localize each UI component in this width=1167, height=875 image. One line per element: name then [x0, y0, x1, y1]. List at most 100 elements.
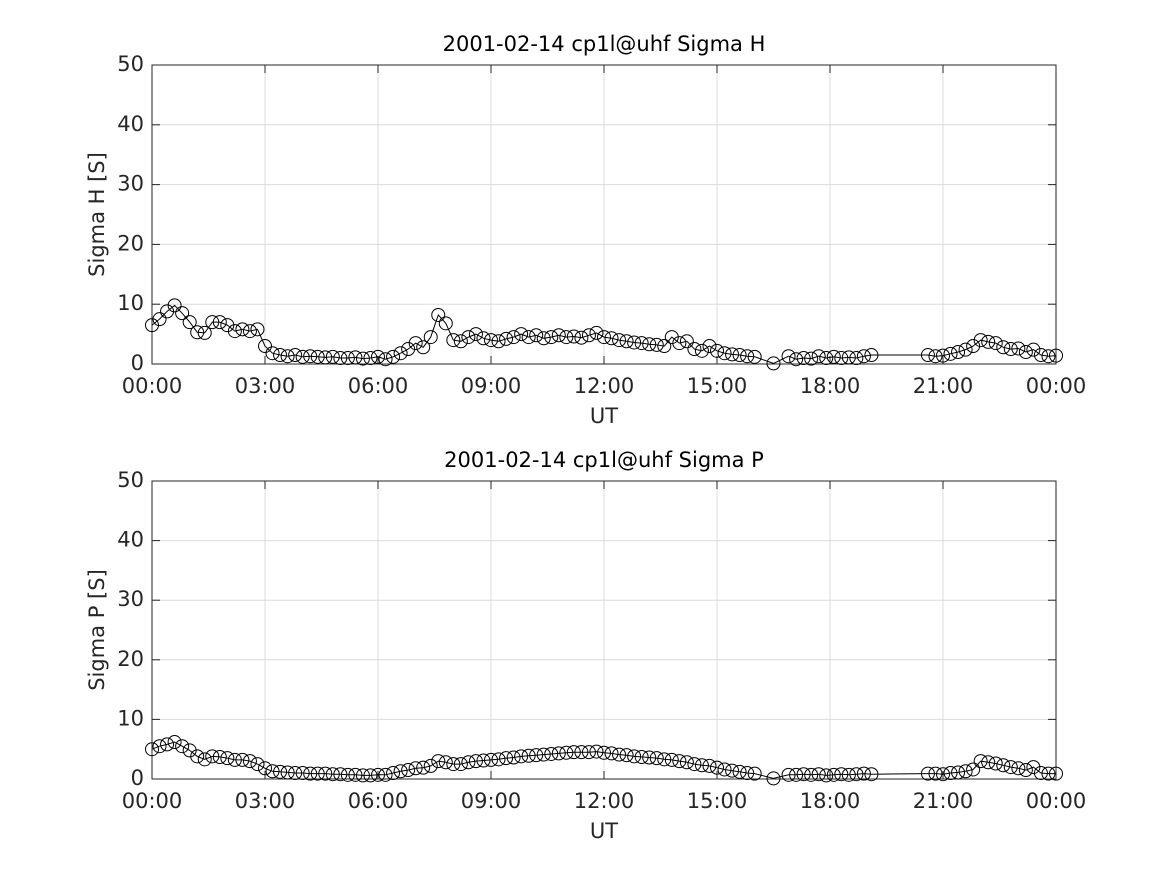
data-marker	[303, 766, 318, 781]
data-marker	[152, 739, 167, 754]
data-marker	[732, 348, 747, 363]
data-marker	[634, 749, 649, 764]
data-marker	[551, 328, 566, 343]
data-marker	[461, 330, 476, 345]
data-marker	[702, 758, 717, 773]
data-marker	[288, 766, 303, 781]
data-marker	[943, 346, 958, 361]
data-marker	[258, 761, 272, 776]
y-tick-label: 30	[117, 587, 144, 611]
data-marker	[265, 346, 280, 361]
data-marker	[864, 348, 879, 363]
data-marker	[781, 349, 796, 364]
data-marker	[348, 767, 363, 782]
data-marker	[649, 337, 664, 352]
data-marker	[581, 328, 596, 343]
data-marker	[936, 767, 950, 782]
data-marker	[747, 766, 762, 781]
data-marker	[834, 767, 849, 782]
x-axis-label: UT	[590, 404, 618, 428]
data-marker	[973, 754, 988, 769]
x-tick-label: 06:00	[348, 374, 409, 398]
data-marker	[446, 333, 461, 348]
data-marker	[401, 763, 416, 778]
data-marker	[250, 322, 265, 337]
data-marker	[717, 346, 732, 361]
data-marker	[619, 748, 634, 763]
data-marker	[619, 334, 634, 349]
data-marker	[160, 737, 175, 752]
data-marker	[958, 342, 973, 357]
data-marker	[340, 351, 355, 366]
data-marker	[694, 343, 709, 358]
data-marker	[574, 330, 589, 345]
data-marker	[1033, 766, 1048, 781]
data-marker	[1003, 342, 1018, 357]
data-marker	[928, 349, 943, 364]
data-marker	[826, 349, 841, 364]
data-marker	[566, 329, 581, 344]
x-tick-label: 03:00	[235, 374, 296, 398]
x-tick-label: 21:00	[913, 374, 974, 398]
data-marker	[943, 766, 958, 781]
data-marker	[740, 349, 755, 364]
x-tick-label: 03:00	[235, 789, 296, 813]
axes-frame	[151, 480, 1057, 780]
data-marker	[348, 350, 363, 365]
data-marker	[325, 767, 340, 782]
data-marker	[766, 356, 781, 371]
data-marker	[766, 771, 781, 786]
data-marker	[529, 328, 544, 343]
y-tick-label: 40	[117, 112, 144, 136]
data-marker	[242, 754, 257, 769]
data-marker	[355, 351, 370, 366]
data-marker	[672, 336, 687, 351]
data-marker	[856, 766, 871, 781]
data-marker	[811, 349, 826, 364]
data-marker	[581, 745, 596, 760]
data-marker	[819, 768, 834, 783]
data-marker	[1026, 342, 1041, 357]
data-marker	[642, 750, 657, 765]
data-marker	[544, 330, 559, 345]
data-marker	[438, 755, 453, 770]
data-marker	[702, 339, 717, 354]
data-marker	[796, 767, 811, 782]
data-marker	[416, 340, 431, 355]
data-marker	[295, 349, 310, 364]
data-marker	[657, 752, 672, 767]
data-marker	[996, 340, 1011, 355]
x-tick-label: 12:00	[574, 789, 635, 813]
data-marker	[355, 768, 370, 783]
data-marker	[386, 766, 401, 781]
data-marker	[687, 757, 702, 772]
data-marker	[981, 755, 996, 770]
data-marker	[212, 315, 227, 330]
data-marker	[612, 747, 627, 762]
data-marker	[996, 758, 1011, 773]
data-marker	[834, 351, 849, 366]
data-marker	[687, 342, 702, 357]
data-marker	[453, 757, 468, 772]
data-marker	[747, 349, 762, 364]
data-marker	[468, 327, 483, 342]
x-tick-label: 15:00	[687, 374, 748, 398]
data-marker	[920, 348, 935, 363]
data-marker	[544, 746, 559, 761]
data-marker	[318, 766, 333, 781]
data-marker	[521, 748, 536, 763]
data-marker	[811, 767, 826, 782]
data-marker	[220, 751, 235, 766]
y-axis-label: Sigma H [S]	[85, 152, 109, 277]
data-marker	[574, 745, 589, 760]
data-marker	[789, 767, 804, 782]
x-tick-label: 09:00	[461, 374, 522, 398]
data-marker	[849, 351, 864, 366]
data-marker	[393, 346, 408, 361]
data-marker	[242, 324, 257, 339]
data-marker	[152, 312, 167, 327]
data-marker	[841, 767, 856, 782]
data-marker	[951, 765, 966, 780]
data-marker	[612, 333, 627, 348]
